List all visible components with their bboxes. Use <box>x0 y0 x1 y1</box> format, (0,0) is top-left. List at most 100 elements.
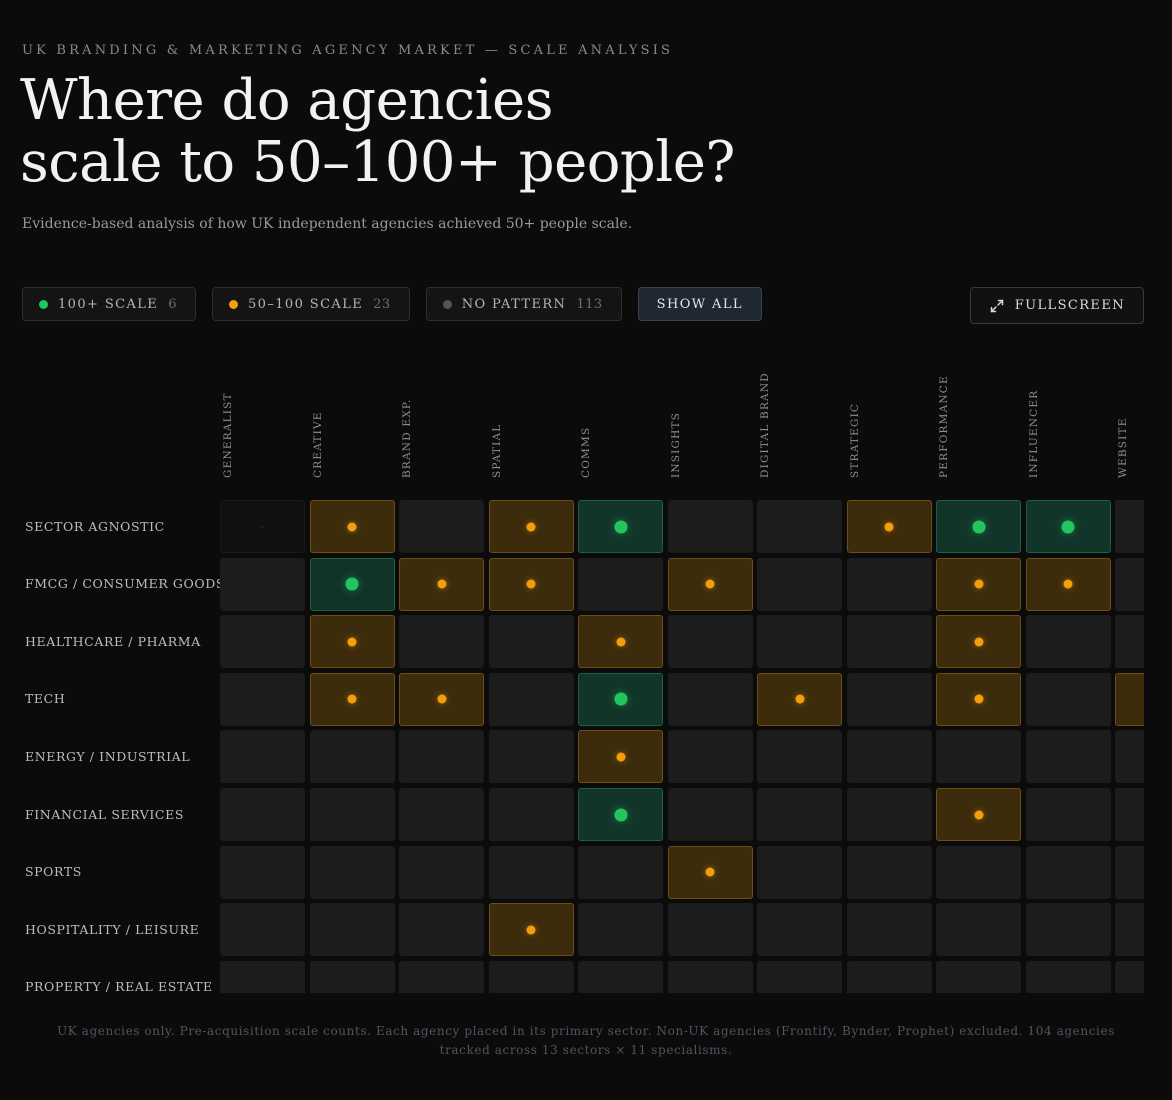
heatmap-cell[interactable] <box>309 615 395 669</box>
column-label-text: DIGITAL BRAND <box>759 372 771 478</box>
title-line-2: scale to 50–100+ people? <box>20 130 735 195</box>
heatmap-cell <box>846 845 932 899</box>
heatmap-cell[interactable] <box>1115 672 1144 726</box>
heatmap-cell <box>309 730 395 784</box>
heatmap-cell <box>220 730 305 784</box>
row-label: TECH <box>25 691 66 707</box>
green-marker-icon <box>614 520 627 533</box>
heatmap-cell[interactable] <box>1025 500 1111 553</box>
heatmap-cell[interactable] <box>488 500 574 553</box>
amber-marker-icon <box>974 694 983 704</box>
heatmap-cell <box>1025 788 1111 841</box>
heatmap-cell <box>399 615 484 669</box>
heatmap-cell <box>1115 500 1144 553</box>
heatmap-cell[interactable] <box>667 557 753 611</box>
heatmap-cell[interactable] <box>488 557 574 611</box>
heatmap-cell[interactable] <box>936 615 1021 669</box>
filter-label: 100+ SCALE <box>58 296 159 312</box>
column-label-text: CREATIVE <box>311 411 324 478</box>
heatmap-cell[interactable] <box>309 672 395 726</box>
filter-100-plus-button[interactable]: 100+ SCALE 6 <box>22 287 196 321</box>
heatmap-cell <box>667 903 753 957</box>
amber-marker-icon <box>1063 579 1073 589</box>
amber-marker-icon <box>616 752 625 762</box>
heatmap-cell <box>1025 730 1111 784</box>
heatmap-cell: – <box>220 500 305 553</box>
heatmap-cell[interactable] <box>399 557 484 611</box>
heatmap-cell[interactable] <box>309 557 395 611</box>
heatmap-cell[interactable] <box>1025 557 1111 611</box>
column-label: SPATIAL <box>489 360 509 478</box>
filter-no-pattern-button[interactable]: NO PATTERN 113 <box>425 287 622 321</box>
column-label: WEBSITE <box>1115 360 1135 478</box>
amber-marker-icon <box>526 579 536 589</box>
heatmap-cell <box>220 557 305 611</box>
heatmap-cell <box>757 960 842 993</box>
heatmap-cell <box>667 960 753 993</box>
fullscreen-button[interactable]: FULLSCREEN <box>969 287 1144 324</box>
column-label-text: PERFORMANCE <box>938 375 950 478</box>
fullscreen-label: FULLSCREEN <box>1014 298 1125 313</box>
empty-marker: – <box>260 521 265 532</box>
heatmap-cell[interactable] <box>578 615 663 669</box>
page-title: Where do agencies scale to 50–100+ peopl… <box>20 70 735 194</box>
heatmap-cell <box>399 845 484 899</box>
row-label: PROPERTY / REAL ESTATE <box>25 979 213 993</box>
heatmap-cell <box>578 557 663 611</box>
heatmap-cell[interactable] <box>667 845 753 899</box>
footnote: UK agencies only. Pre-acquisition scale … <box>57 1024 1115 1057</box>
heatmap-cell <box>578 903 663 957</box>
heatmap-cell <box>488 960 574 993</box>
heatmap-cell <box>220 788 305 841</box>
show-all-button[interactable]: SHOW ALL <box>637 287 762 321</box>
title-line-1: Where do agencies <box>20 68 553 133</box>
heatmap-cell <box>399 500 484 553</box>
heatmap-cell[interactable] <box>936 788 1021 841</box>
amber-marker-icon <box>974 810 983 819</box>
amber-marker-icon <box>705 867 715 877</box>
column-label: STRATEGIC <box>847 360 867 478</box>
amber-marker-icon <box>974 579 983 589</box>
column-label: BRAND EXP. <box>399 360 419 478</box>
subtitle: Evidence-based analysis of how UK indepe… <box>22 216 633 232</box>
column-label-text: SPATIAL <box>490 423 503 478</box>
heatmap-cell <box>220 672 305 726</box>
heatmap-cell <box>488 788 574 841</box>
heatmap-cell[interactable] <box>936 500 1021 553</box>
heatmap-cell[interactable] <box>309 500 395 553</box>
heatmap-cell[interactable] <box>578 788 663 841</box>
heatmap-cell <box>399 903 484 957</box>
column-label-text: BRAND EXP. <box>401 398 413 478</box>
column-label-text: INSIGHTS <box>669 411 682 478</box>
green-marker-icon <box>1061 520 1075 533</box>
filter-count: 6 <box>168 296 177 312</box>
green-marker-icon <box>614 808 627 821</box>
heatmap-cell <box>936 903 1021 957</box>
amber-marker-icon <box>347 694 357 704</box>
heatmap-cell <box>757 903 842 957</box>
heatmap-cell <box>220 960 305 993</box>
filter-count: 113 <box>576 296 603 312</box>
heatmap-cell <box>667 788 753 841</box>
heatmap-cell <box>846 730 932 784</box>
amber-marker-icon <box>616 637 625 647</box>
heatmap-cell[interactable] <box>399 672 484 726</box>
filter-50-100-button[interactable]: 50–100 SCALE 23 <box>211 287 410 321</box>
heatmap-cell <box>488 730 574 784</box>
heatmap-cell[interactable] <box>936 557 1021 611</box>
column-label-text: STRATEGIC <box>848 402 861 478</box>
heatmap-cell[interactable] <box>488 903 574 957</box>
heatmap-cell[interactable] <box>578 730 663 784</box>
heatmap-cell[interactable] <box>846 500 932 553</box>
heatmap-cell[interactable] <box>936 672 1021 726</box>
heatmap-cell <box>846 672 932 726</box>
heatmap-cell[interactable] <box>578 672 663 726</box>
heatmap-cell <box>220 615 305 669</box>
heatmap-cell <box>667 672 753 726</box>
heatmap-cell[interactable] <box>757 672 842 726</box>
heatmap-cell[interactable] <box>578 500 663 553</box>
heatmap-cell <box>1115 615 1144 669</box>
column-label: INFLUENCER <box>1026 360 1046 478</box>
column-label: COMMS <box>578 360 598 478</box>
heatmap-cell <box>488 615 574 669</box>
